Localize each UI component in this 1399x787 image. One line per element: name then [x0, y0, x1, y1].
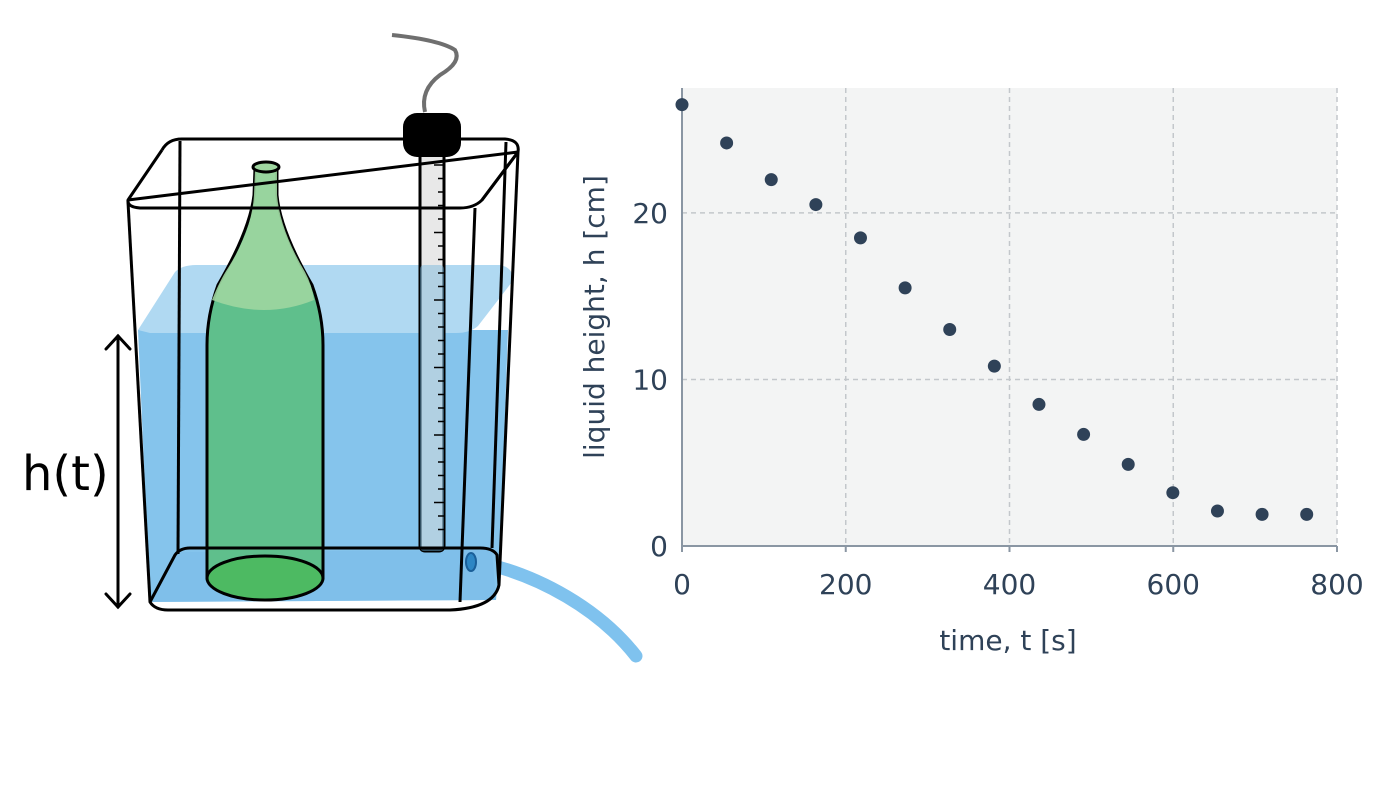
data-points	[675, 98, 1314, 521]
data-point	[1166, 486, 1180, 500]
chart: 0 200 400 600 800 0 10 20 time, t [s] liquid h…	[578, 88, 1364, 657]
height-label: h(t)	[22, 446, 109, 502]
outflow-stream	[471, 555, 643, 663]
outlet-hole	[465, 552, 477, 572]
bottle-neck-rim	[251, 160, 281, 174]
bottle-top-highlight	[212, 170, 314, 310]
data-point	[853, 231, 867, 245]
level-probe	[391, 33, 477, 572]
data-point	[1210, 504, 1224, 518]
data-point	[1300, 507, 1314, 521]
x-tick-labels: 0 200 400 600 800	[673, 568, 1364, 601]
data-point	[1255, 507, 1269, 521]
tank-diagram: h(t)	[22, 33, 643, 663]
x-tick-label: 800	[1310, 568, 1363, 601]
y-axis-title: liquid height, h [cm]	[578, 175, 611, 459]
probe-cable	[391, 33, 459, 113]
data-point	[675, 98, 689, 112]
y-tick-label: 20	[632, 197, 668, 230]
data-point	[809, 198, 823, 212]
data-point	[1032, 397, 1046, 411]
x-axis-title: time, t [s]	[939, 624, 1076, 657]
data-point	[764, 173, 778, 187]
probe-body-submerged	[420, 265, 444, 551]
data-point	[1077, 427, 1091, 441]
x-tick-label: 200	[819, 568, 872, 601]
probe-cap	[403, 113, 461, 157]
data-point	[720, 136, 734, 150]
x-tick-label: 0	[673, 568, 691, 601]
probe-scale	[434, 164, 444, 531]
axes	[681, 88, 1338, 552]
data-point	[943, 322, 957, 336]
water-surface	[138, 265, 513, 333]
data-point	[898, 281, 912, 295]
x-tick-label: 600	[1147, 568, 1200, 601]
data-point	[1121, 457, 1135, 471]
y-tick-labels: 0 10 20	[632, 197, 668, 563]
tank-outline	[126, 137, 520, 612]
data-point	[987, 359, 1001, 373]
y-tick-label: 10	[632, 363, 668, 396]
y-tick-label: 0	[650, 530, 668, 563]
height-arrow	[104, 333, 132, 610]
x-tick-label: 400	[983, 568, 1036, 601]
grid	[682, 88, 1338, 546]
bottle-base	[205, 554, 325, 602]
bottle	[205, 160, 325, 602]
